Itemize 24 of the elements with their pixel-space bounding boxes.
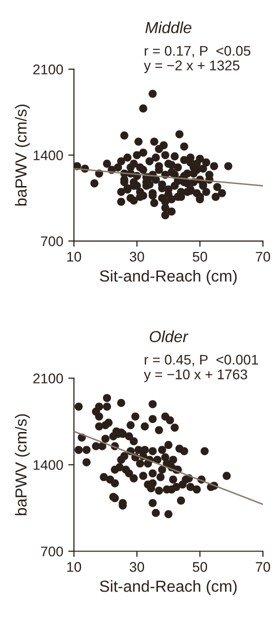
text: r = 0.45, P <0.001	[144, 354, 258, 366]
x-tick-label: 10	[67, 252, 82, 262]
x-tick-label: 70	[256, 562, 270, 572]
x-axis-title: Sit-and-Reach (cm)	[100, 580, 237, 596]
annotation: y = −2 x + 1325	[144, 60, 240, 74]
x-tick-label: 70	[256, 252, 270, 262]
y-axis-title: baPWV (cm/s)	[14, 414, 30, 516]
x-tick-label: 30	[130, 252, 144, 262]
chart-title: Middle	[145, 22, 192, 34]
x-axis-title: Sit-and-Reach (cm)	[100, 270, 237, 285]
y-tick-label: 1400	[34, 460, 63, 470]
y-tick-label: 2100	[33, 374, 63, 384]
text: r = 0.17, P <0.05	[144, 46, 250, 58]
y-tick-label: 2100	[33, 64, 63, 74]
chart-title: Older	[150, 330, 188, 342]
x-tick-label: 30	[130, 562, 144, 572]
y-tick-label: 700	[41, 546, 63, 556]
y-axis-title: baPWV (cm/s)	[14, 104, 30, 206]
annotation: y = −10 x + 1763	[144, 370, 248, 382]
x-tick-label: 10	[67, 562, 82, 572]
y-tick-label: 700	[41, 236, 63, 246]
y-tick-label: 1400	[34, 150, 63, 160]
x-tick-label: 50	[192, 252, 208, 262]
x-tick-label: 50	[192, 562, 208, 572]
